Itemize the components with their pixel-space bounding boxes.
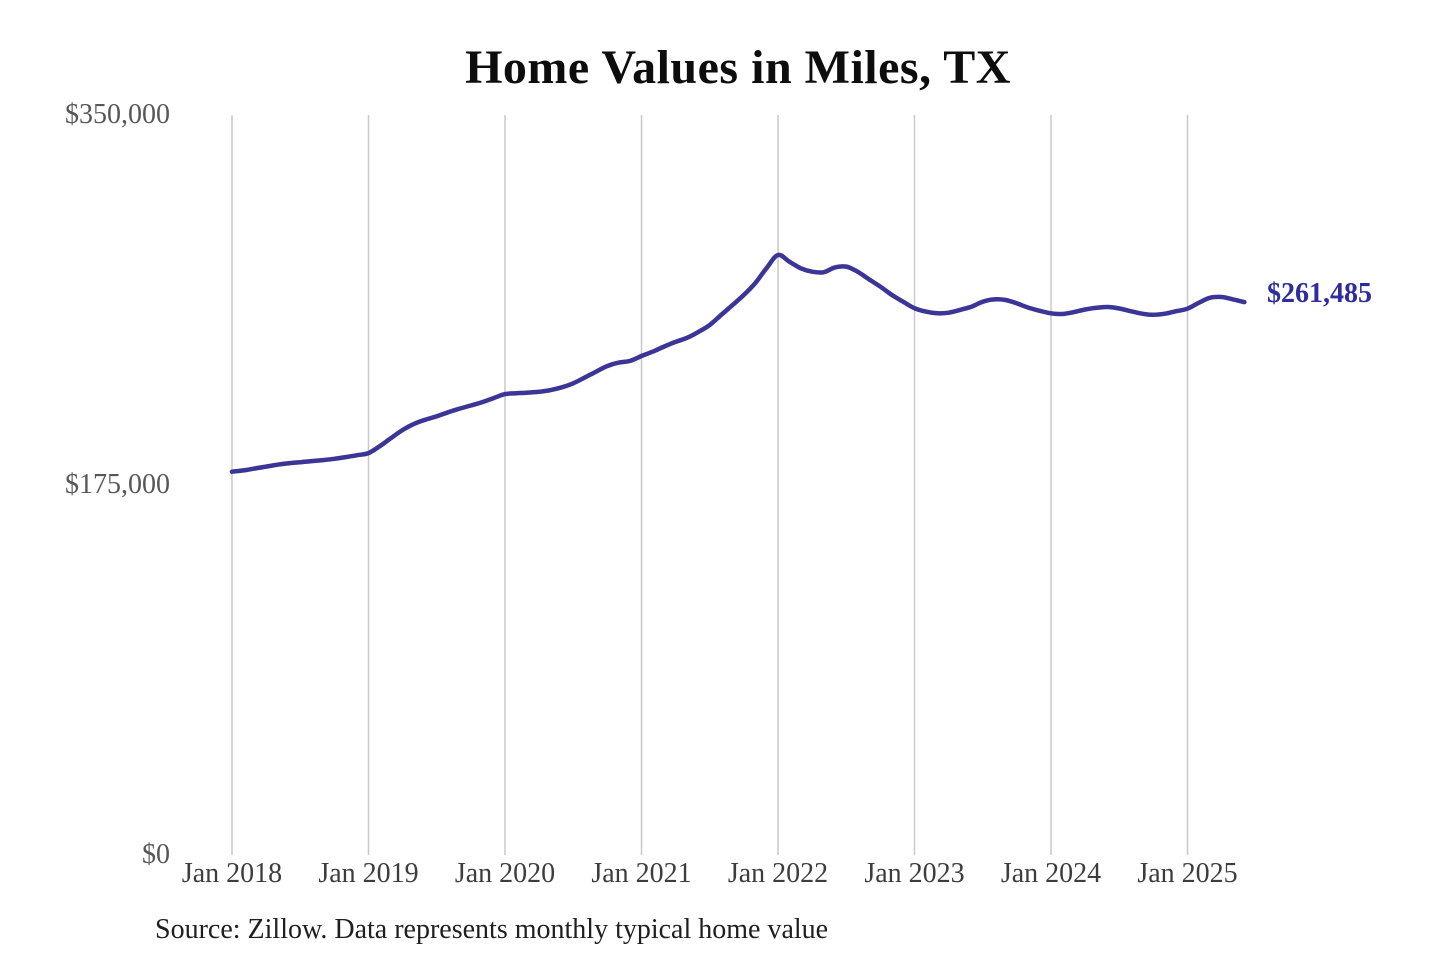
x-axis-tick-label: Jan 2019: [318, 858, 419, 889]
x-axis-tick-label: Jan 2021: [591, 858, 692, 889]
x-axis-tick-label: Jan 2022: [727, 858, 829, 889]
y-axis-tick-label: $175,000: [65, 469, 170, 500]
x-axis-tick-label: Jan 2024: [1000, 858, 1102, 889]
y-axis-tick-label: $350,000: [65, 99, 170, 130]
y-axis-tick-label: $0: [142, 839, 170, 870]
x-axis-tick-label: Jan 2023: [864, 858, 965, 889]
x-axis-tick-label: Jan 2020: [454, 858, 556, 889]
source-note: Source: Zillow. Data represents monthly …: [155, 914, 829, 945]
chart-title: Home Values in Miles, TX: [465, 41, 1011, 94]
last-value-label: $261,485: [1267, 278, 1372, 309]
x-axis-tick-label: Jan 2025: [1137, 858, 1238, 889]
home-value-line: [229, 252, 1247, 474]
x-axis-tick-label: Jan 2018: [181, 858, 283, 889]
